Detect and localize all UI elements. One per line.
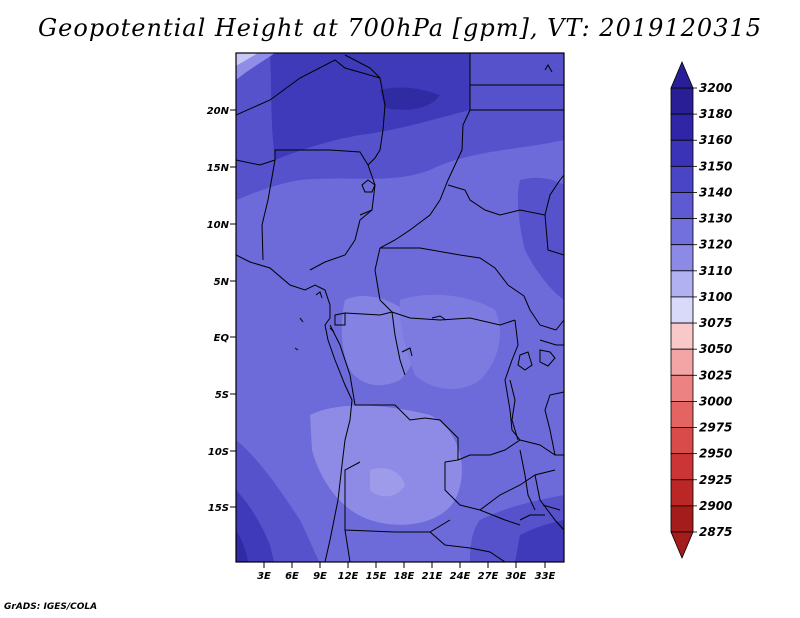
- colorbar-swatch: [670, 192, 694, 219]
- lat-label: 10S: [208, 447, 229, 458]
- colorbar-swatch: [670, 165, 694, 193]
- colorbar-label: 3200: [699, 81, 732, 95]
- lon-label: 3E: [257, 571, 271, 582]
- lon-label: 21E: [422, 571, 443, 582]
- lat-label: EQ: [214, 333, 230, 344]
- lon-label: 30E: [506, 571, 527, 582]
- colorbar-top-arrow: [670, 60, 694, 89]
- lat-label: 10N: [207, 220, 230, 231]
- colorbar-label: 3130: [699, 212, 732, 226]
- colorbar-swatch: [670, 479, 694, 507]
- colorbar-label: 3150: [699, 159, 732, 173]
- colorbar-swatch: [670, 270, 694, 298]
- colorbar-swatch: [670, 244, 694, 272]
- colorbar-label: 2900: [699, 499, 732, 513]
- colorbar-label: 3120: [699, 238, 732, 252]
- colorbar-label: 3100: [699, 290, 732, 304]
- colorbar-label: 3000: [699, 394, 732, 408]
- colorbar-swatch: [670, 113, 694, 141]
- colorbar-bottom-arrow: [670, 531, 694, 560]
- colorbar-label: 2875: [699, 525, 732, 539]
- software-credit: GrADS: IGES/COLA: [4, 602, 98, 612]
- lon-label: 12E: [338, 571, 359, 582]
- lon-label: 24E: [450, 571, 471, 582]
- lat-label: 20N: [207, 106, 230, 117]
- longitude-axis: [263, 562, 546, 568]
- colorbar-swatch: [670, 296, 694, 324]
- colorbar-label: 3075: [699, 316, 732, 330]
- colorbar-swatch: [670, 218, 694, 246]
- colorbar-swatch: [670, 87, 694, 115]
- lat-label: 15N: [207, 163, 230, 174]
- country-borders: [236, 53, 564, 562]
- lat-label: 15S: [208, 503, 229, 514]
- lon-label: 18E: [394, 571, 415, 582]
- colorbar-label: 3180: [699, 107, 732, 121]
- colorbar-label: 3160: [699, 133, 732, 147]
- lon-label: 27E: [478, 571, 499, 582]
- colorbar-swatch: [670, 505, 694, 533]
- colorbar-label: 3110: [699, 264, 732, 278]
- colorbar-label: 3050: [699, 342, 732, 356]
- colorbar-swatch: [670, 139, 694, 167]
- colorbar-label: 2975: [699, 421, 732, 435]
- map-title: Geopotential Height at 700hPa [gpm], VT:…: [38, 14, 762, 42]
- lon-label: 6E: [285, 571, 299, 582]
- lat-label: 5S: [215, 390, 229, 401]
- colorbar-swatch: [670, 374, 694, 402]
- colorbar-swatch: [670, 401, 694, 428]
- colorbar-label: 2925: [699, 473, 732, 487]
- lon-label: 15E: [366, 571, 387, 582]
- height-field: [236, 53, 564, 562]
- colorbar-label: 3025: [699, 368, 732, 382]
- lat-label: 5N: [214, 277, 230, 288]
- map-frame: [235, 52, 565, 563]
- colorbar-swatch: [670, 322, 694, 350]
- colorbar-label: 2950: [699, 447, 732, 461]
- colorbar-swatch: [670, 427, 694, 455]
- latitude-axis: [230, 109, 236, 508]
- lon-label: 33E: [535, 571, 556, 582]
- latitude-labels: 20N 15N 10N 5N EQ 5S 10S 15S: [207, 106, 230, 514]
- colorbar: 3200 3180 3160 3150 3140 3130 3120 3110 3100 3075…: [670, 60, 732, 560]
- longitude-labels: 3E 6E 9E 12E 15E 18E 21E 24E 27E 30E 33E: [257, 571, 555, 582]
- lon-label: 9E: [313, 571, 327, 582]
- colorbar-swatch: [670, 453, 694, 481]
- colorbar-swatch: [670, 348, 694, 376]
- colorbar-label: 3140: [699, 185, 732, 199]
